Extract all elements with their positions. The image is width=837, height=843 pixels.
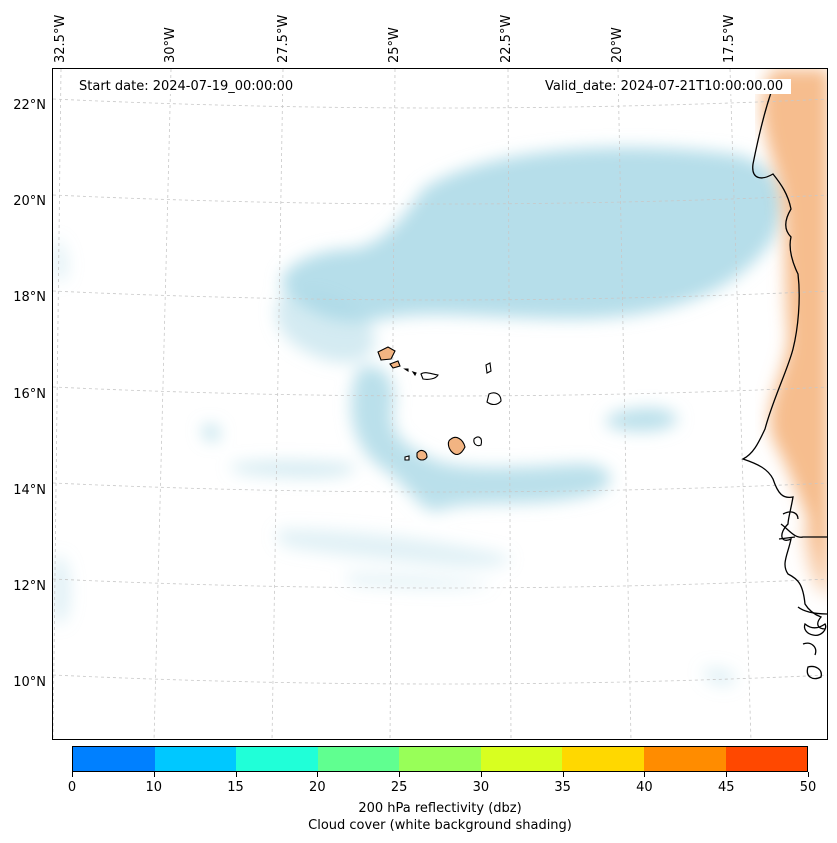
colorbar-tick-label: 50 [799, 780, 817, 795]
reflectivity-shading [761, 69, 827, 598]
colorbar-segment [725, 747, 808, 771]
colorbar-tick-label: 10 [145, 780, 163, 795]
colorbar-tick [726, 772, 728, 777]
colorbar-tick [562, 772, 564, 777]
colorbar-segment [399, 747, 481, 771]
colorbar-segment [317, 747, 400, 771]
lon-label-27-5w: 27.5°W [276, 14, 291, 63]
colorbar-segment [154, 747, 237, 771]
colorbar-tick-label: 30 [472, 780, 490, 795]
colorbar-label-cloud-cover: Cloud cover (white background shading) [308, 818, 572, 833]
colorbar-segment [73, 747, 155, 771]
lat-label-12n: 12°N [13, 579, 46, 594]
cape-verde-islands [377, 346, 502, 461]
lat-label-16n: 16°N [13, 387, 46, 402]
graticule [53, 69, 827, 739]
african-coastline [741, 86, 827, 680]
lon-label-17-5w: 17.5°W [722, 14, 737, 63]
lon-label-20w: 20°W [610, 27, 625, 63]
lon-label-30w: 30°W [163, 27, 178, 63]
map-panel: Start date: 2024-07-19_00:00:00 Valid_da… [52, 68, 828, 740]
colorbar-segment [643, 747, 726, 771]
colorbar-label-reflectivity: 200 hPa reflectivity (dbz) [358, 801, 522, 816]
colorbar-tick [644, 772, 646, 777]
colorbar-tick-label: 15 [227, 780, 244, 795]
colorbar-tick [808, 772, 809, 777]
colorbar-tick [153, 772, 155, 777]
colorbar-tick-label: 20 [309, 780, 326, 795]
colorbar-segment [562, 747, 644, 771]
lat-label-10n: 10°N [13, 675, 46, 690]
lat-label-20n: 20°N [13, 194, 46, 209]
cloud-cover-shading [53, 147, 783, 686]
colorbar-segment [236, 747, 318, 771]
colorbar [72, 746, 808, 772]
colorbar-segment [480, 747, 563, 771]
colorbar-tick [235, 772, 237, 777]
lat-label-18n: 18°N [13, 290, 46, 305]
valid-date-label: Valid_date: 2024-07-21T10:00:00.00 [545, 79, 792, 94]
lat-label-22n: 22°N [13, 98, 46, 113]
lon-label-22-5w: 22.5°W [499, 14, 514, 63]
map-canvas [53, 69, 827, 739]
colorbar-tick [480, 772, 482, 777]
colorbar-tick-label: 45 [717, 780, 735, 795]
lat-label-14n: 14°N [13, 483, 46, 498]
lon-label-32-5w: 32.5°W [53, 14, 68, 63]
colorbar-tick [72, 772, 73, 777]
colorbar-tick [317, 772, 319, 777]
colorbar-tick-label: 25 [390, 780, 408, 795]
colorbar-tick-label: 0 [67, 780, 77, 795]
colorbar-tick [399, 772, 401, 777]
lon-label-25w: 25°W [387, 27, 402, 63]
colorbar-tick-label: 35 [554, 780, 571, 795]
start-date-label: Start date: 2024-07-19_00:00:00 [79, 79, 294, 94]
colorbar-tick-label: 40 [636, 780, 653, 795]
